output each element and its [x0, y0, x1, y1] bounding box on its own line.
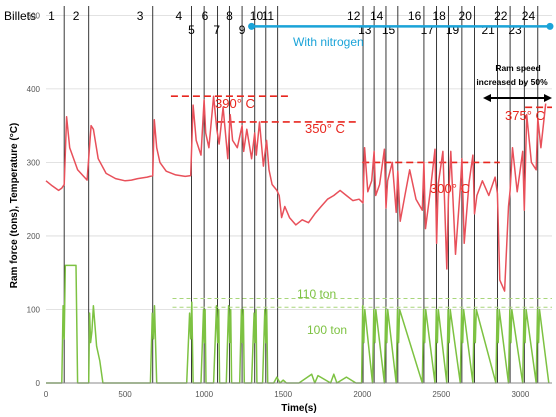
- x-tick-label: 1500: [274, 390, 292, 399]
- x-axis-label: Time(s): [281, 403, 316, 414]
- y-tick-label: 200: [27, 232, 41, 241]
- billet-label-17: 17: [421, 23, 435, 37]
- billet-label-1: 1: [48, 9, 55, 23]
- billet-label-24: 24: [522, 9, 536, 23]
- billet-label-6: 6: [202, 9, 209, 23]
- nitrogen-start-marker: [248, 22, 256, 30]
- y-tick-label: 400: [27, 85, 41, 94]
- x-tick-label: 0: [44, 390, 49, 399]
- billet-label-12: 12: [347, 9, 361, 23]
- y-tick-label: 500: [27, 11, 41, 20]
- annotations: 110 ton 100 ton 390° C 350° C 300° C 375° C Wi…: [215, 22, 554, 337]
- billet-label-14: 14: [370, 9, 384, 23]
- billet-label-16: 16: [408, 9, 422, 23]
- x-tick-label: 3000: [511, 390, 529, 399]
- billet-label-11: 11: [262, 9, 275, 23]
- y-axis-label: Ram force (tons), Temperature (°C): [9, 123, 20, 289]
- y-tick-label: 300: [27, 158, 41, 167]
- temperature-ref-label: 375° C: [505, 108, 545, 123]
- force-ref-label-110: 110 ton: [297, 287, 336, 301]
- billet-label-2: 2: [73, 9, 80, 23]
- nitrogen-end-marker: [546, 22, 554, 30]
- x-tick-label: 2000: [353, 390, 371, 399]
- y-tick-label: 0: [36, 379, 41, 388]
- x-tick-label: 2500: [432, 390, 450, 399]
- nitrogen-label: With nitrogen: [293, 35, 364, 49]
- billet-label-20: 20: [459, 9, 473, 23]
- billet-label-4: 4: [175, 9, 182, 23]
- x-tick-label: 1000: [195, 390, 213, 399]
- series-lines: [45, 95, 550, 384]
- force-ref-label-100: 100 ton: [307, 323, 347, 337]
- billet-label-9: 9: [239, 23, 246, 37]
- series-line-ram-force: [46, 264, 550, 384]
- axes: 0 100 200 300 400 500 0 500 1000 1500 2000 2500 3000…: [9, 11, 552, 414]
- billet-label-15: 15: [382, 23, 396, 37]
- y-tick-label: 100: [27, 305, 41, 314]
- ram-speed-label-line1: Ram speed: [495, 63, 540, 73]
- ram-speed-label-line2: increased by 50%: [476, 77, 548, 87]
- ram-speed-arrow-head-right: [544, 94, 552, 102]
- series-line-temperature: [45, 95, 547, 292]
- ram-speed-arrow-head-left: [483, 94, 491, 102]
- billet-label-8: 8: [226, 9, 233, 23]
- billets-title: Billets: [4, 9, 36, 23]
- billet-label-3: 3: [137, 9, 144, 23]
- billet-label-23: 23: [508, 23, 522, 37]
- billet-label-22: 22: [494, 9, 508, 23]
- temperature-ref-label: 390° C: [215, 96, 255, 111]
- temperature-ref-label: 350° C: [305, 121, 345, 136]
- billet-label-21: 21: [481, 23, 495, 37]
- billet-label-18: 18: [432, 9, 446, 23]
- x-tick-label: 500: [118, 390, 132, 399]
- billet-label-5: 5: [188, 23, 195, 37]
- billet-label-10: 10: [250, 9, 264, 23]
- billet-label-7: 7: [213, 23, 220, 37]
- billet-label-19: 19: [446, 23, 460, 37]
- temperature-ref-label: 300° C: [430, 181, 470, 196]
